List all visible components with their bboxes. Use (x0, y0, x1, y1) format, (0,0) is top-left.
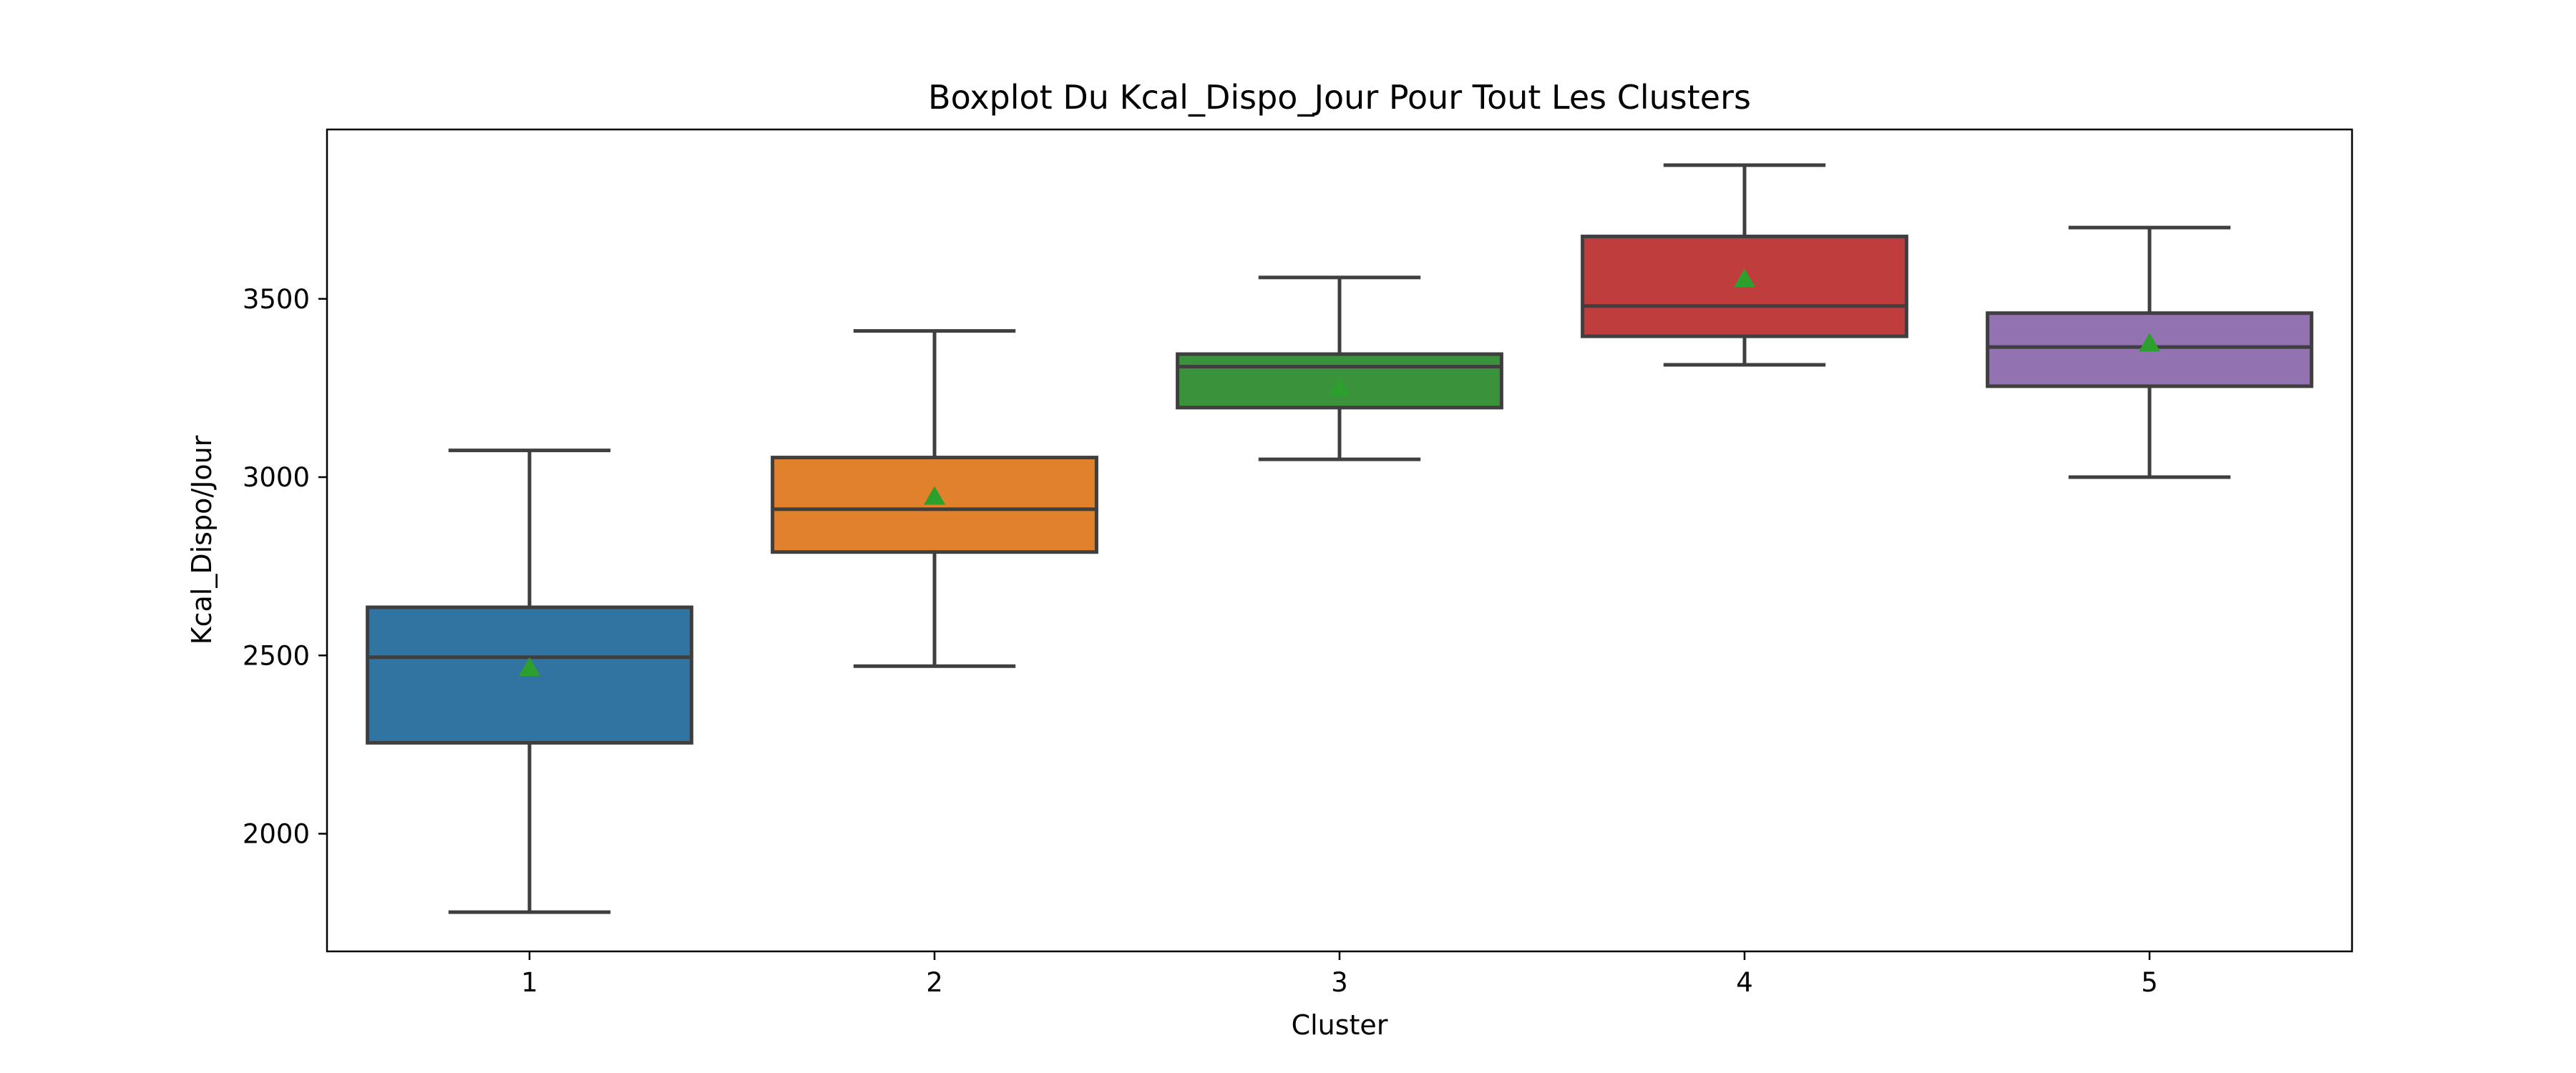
y-tick-label: 2500 (243, 640, 310, 671)
y-tick-label: 3000 (243, 462, 310, 493)
box-group-cluster-5 (1986, 225, 2313, 479)
y-tick-label: 3500 (243, 284, 310, 315)
x-axis-label: Cluster (1292, 1009, 1388, 1041)
mean-marker (2139, 333, 2160, 352)
mean-marker (924, 486, 945, 505)
y-axis-label: Kcal_Dispo/Jour (186, 435, 218, 645)
box-group-cluster-4 (1581, 163, 1908, 367)
box-group-cluster-3 (1176, 275, 1503, 461)
x-tick-label: 5 (2141, 967, 2158, 998)
x-tick-label: 2 (926, 967, 943, 998)
mean-marker (1734, 268, 1755, 288)
box-group-cluster-2 (771, 329, 1098, 668)
x-tick-label: 4 (1736, 967, 1753, 998)
chart-title: Boxplot Du Kcal_Dispo_Jour Pour Tout Les… (928, 78, 1751, 117)
x-tick-label: 1 (521, 967, 538, 998)
y-tick-label: 2000 (243, 819, 310, 850)
mean-marker (1329, 377, 1350, 396)
mean-marker (519, 657, 540, 676)
x-tick-label: 3 (1331, 967, 1348, 998)
axes: 1 2 3 4 5 2000 2500 3000 3500 (243, 284, 2158, 998)
box-group-cluster-1 (366, 449, 693, 914)
plot-area (366, 163, 2313, 914)
